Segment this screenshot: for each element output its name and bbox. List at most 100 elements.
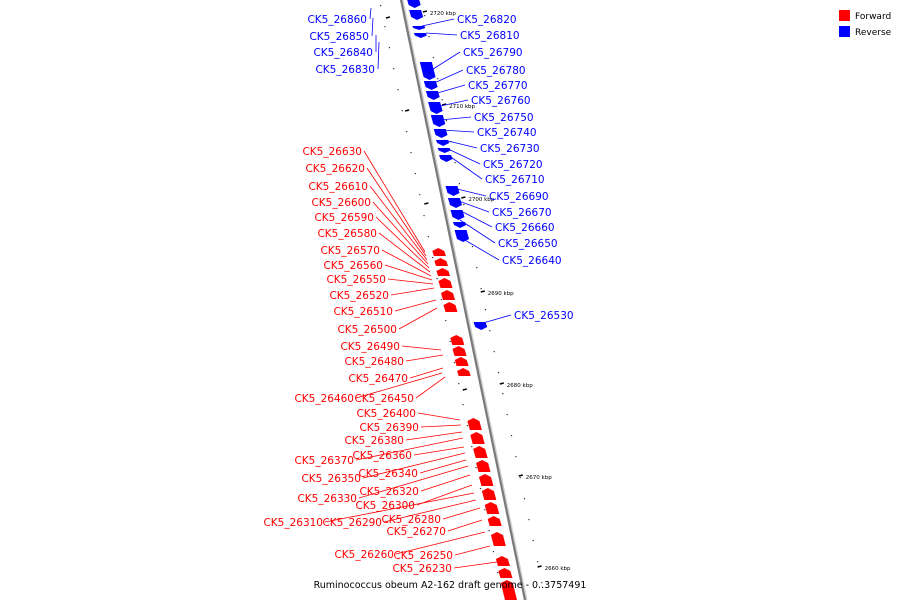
leader-line xyxy=(458,209,493,228)
position-dot xyxy=(458,183,461,185)
reverse-gene xyxy=(409,10,424,20)
tick-label: 2670 kbp xyxy=(526,475,552,481)
forward-gene xyxy=(440,290,456,300)
gene-label: CK5_26790 xyxy=(463,47,523,59)
forward-gene xyxy=(457,368,471,376)
reverse-gene xyxy=(433,129,448,138)
leader-line xyxy=(442,507,481,520)
position-dot xyxy=(424,15,426,17)
leader-line xyxy=(375,216,430,269)
position-dot xyxy=(432,257,434,259)
reverse-gene xyxy=(450,210,465,220)
leader-line xyxy=(443,139,478,149)
gene-label: CK5_26230 xyxy=(392,563,452,575)
tick-mark-left xyxy=(462,388,467,391)
reverse-gene xyxy=(412,26,426,30)
position-dot xyxy=(453,362,456,364)
gene-label: CK5_26370 xyxy=(294,455,354,467)
position-dot xyxy=(406,131,408,133)
position-dot xyxy=(393,68,395,70)
scale-ticks: 2720 kbp 2710 kbp 2700 kbp 2690 kbp 2680 kbp… xyxy=(385,10,571,574)
gene-label: CK5_26600 xyxy=(311,197,371,209)
leader-line xyxy=(455,199,490,213)
leader-line xyxy=(453,561,498,569)
forward-gene xyxy=(500,580,517,600)
position-dot xyxy=(419,194,421,196)
leader-line xyxy=(435,99,469,108)
gene-label: CK5_26580 xyxy=(317,228,377,240)
leader-line xyxy=(355,437,464,461)
position-dot xyxy=(489,330,491,332)
gene-label: CK5_26480 xyxy=(344,356,404,368)
tick-label: 2660 kbp xyxy=(545,566,571,572)
gene-label: CK5_26330 xyxy=(297,493,357,505)
position-dot xyxy=(519,477,521,479)
leader-line xyxy=(433,84,466,95)
position-dot xyxy=(476,267,478,269)
gene-label: CK5_26740 xyxy=(477,127,537,139)
leader-line xyxy=(475,314,512,326)
tick-label: 2720 kbp xyxy=(430,11,456,17)
leader-line xyxy=(394,299,437,312)
gene-label: CK5_26620 xyxy=(305,163,365,175)
legend-label-reverse: Reverse xyxy=(855,28,892,38)
forward-gene xyxy=(454,357,469,366)
position-dot xyxy=(445,320,447,322)
forward-gene xyxy=(498,568,513,578)
leader-line xyxy=(378,232,431,273)
leader-line xyxy=(405,354,444,362)
leader-line xyxy=(324,492,475,523)
gene-label: CK5_26720 xyxy=(483,159,543,171)
leader-line xyxy=(363,150,426,253)
gene-label: CK5_26630 xyxy=(302,146,362,158)
leader-line xyxy=(409,367,444,379)
leader-line xyxy=(420,424,462,428)
leader-line xyxy=(398,307,438,330)
gene-label: CK5_26450 xyxy=(354,393,414,405)
forward-gene xyxy=(495,556,510,566)
leader-line xyxy=(459,219,496,244)
leader-line xyxy=(425,32,458,36)
gene-label: CK5_26770 xyxy=(468,80,528,92)
position-dot xyxy=(428,36,430,38)
reverse-gene xyxy=(430,115,446,127)
leader-line xyxy=(369,7,372,20)
reverse-gene xyxy=(435,140,450,146)
leader-line xyxy=(431,69,464,85)
tick-mark xyxy=(441,103,447,106)
position-dot xyxy=(497,372,500,374)
forward-gene xyxy=(432,248,446,256)
gene-label: CK5_26360 xyxy=(352,450,412,462)
leader-line xyxy=(420,474,471,492)
forward-gene xyxy=(452,346,467,356)
position-dot xyxy=(414,173,416,175)
position-dot xyxy=(536,561,539,563)
tick-label: 2710 kbp xyxy=(449,104,475,110)
leader-line xyxy=(405,431,463,441)
tick-mark xyxy=(480,290,485,293)
leader-line xyxy=(383,499,477,523)
gene-label: CK5_26270 xyxy=(386,526,446,538)
position-dot xyxy=(441,99,443,101)
reverse-gene xyxy=(425,91,440,100)
reverse-gene xyxy=(454,230,470,242)
reverse-gene xyxy=(428,102,443,114)
leader-line xyxy=(421,18,455,27)
forward-gene xyxy=(484,502,500,514)
reverse-gene xyxy=(419,62,436,80)
backbone-line xyxy=(399,0,527,600)
position-dot xyxy=(480,288,482,290)
position-dot xyxy=(484,309,487,311)
gene-label: CK5_26840 xyxy=(313,47,373,59)
leader-line xyxy=(429,51,461,72)
leader-line xyxy=(401,345,442,351)
tick-mark-left xyxy=(424,202,429,205)
position-dot xyxy=(471,446,473,448)
position-dot xyxy=(410,152,412,154)
leader-line xyxy=(371,17,374,37)
tick-label: 2690 kbp xyxy=(488,291,514,297)
reverse-gene xyxy=(445,186,460,196)
gene-label: CK5_26530 xyxy=(514,310,574,322)
position-dot xyxy=(458,383,460,385)
